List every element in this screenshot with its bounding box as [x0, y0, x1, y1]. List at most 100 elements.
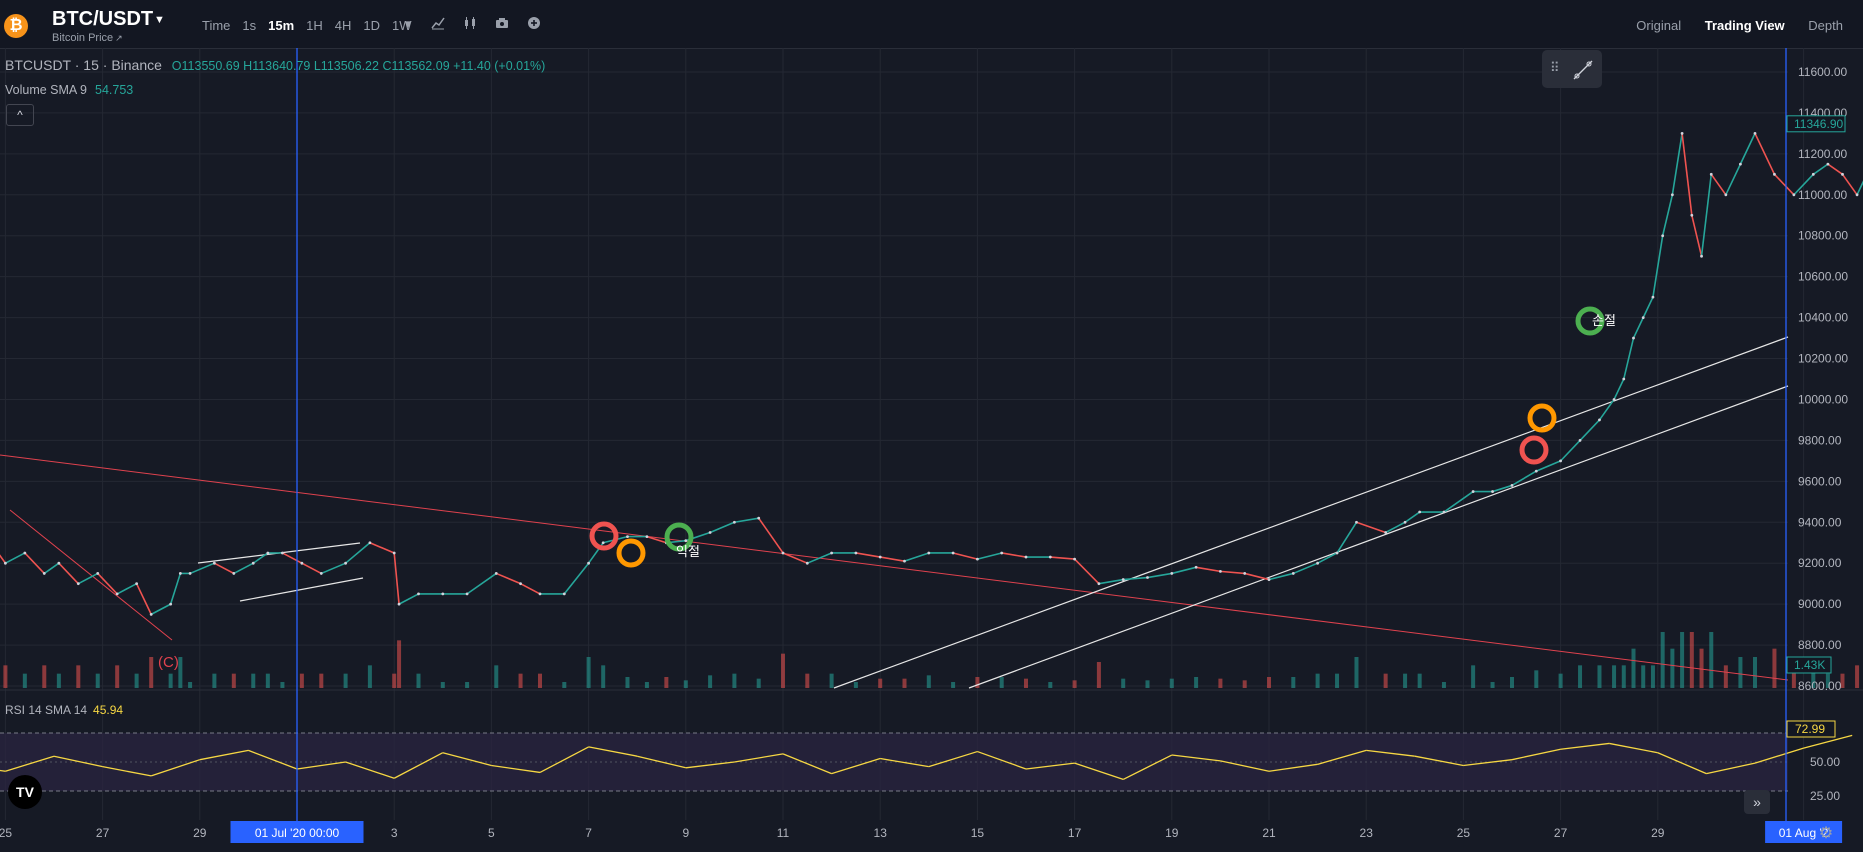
price-point-90 [1739, 162, 1742, 166]
volume-bar-57 [1145, 680, 1150, 688]
timeframe-more-icon[interactable]: ▾ [404, 16, 412, 31]
symbol-selector[interactable]: BTC/USDT [52, 8, 154, 30]
rsi-segment-10 [393, 752, 444, 779]
rsi-segment-11 [442, 752, 492, 767]
timeframe-1d[interactable]: 1D [363, 18, 381, 33]
timeframe-1s[interactable]: 1s [242, 18, 257, 33]
tab-depth[interactable]: Depth [1808, 18, 1843, 33]
price-segment-16 [214, 562, 235, 575]
rsi-segment-26 [1171, 754, 1221, 762]
price-segment-98 [1856, 180, 1863, 196]
subtitle-link[interactable]: Bitcoin Price ↗ [52, 32, 123, 44]
volume-bar-26 [416, 673, 421, 688]
y-tick-label-0: 11600.00 [1798, 65, 1847, 79]
price-point-5 [42, 572, 46, 575]
price-point-6 [57, 561, 61, 565]
rsi-segment-23 [1025, 762, 1075, 770]
price-segment-80 [1623, 337, 1635, 380]
price-point-13 [178, 572, 182, 575]
volume-bar-50 [975, 677, 980, 688]
price-point-87 [1700, 254, 1703, 258]
tradingview-logo[interactable]: TV [8, 775, 42, 809]
price-point-58 [1170, 572, 1174, 575]
price-point-43 [805, 561, 809, 565]
timeframe-1w[interactable]: 1W [392, 18, 412, 33]
price-point-40 [733, 520, 736, 524]
timeframe-time[interactable]: Time [202, 18, 231, 33]
price-point-4 [23, 551, 27, 555]
y-tick-label-12: 9200.00 [1798, 556, 1842, 570]
price-point-88 [1709, 172, 1713, 176]
volume-bar-83 [1660, 632, 1665, 688]
rsi-segment-31 [1414, 755, 1464, 767]
x-tick-label-18: 01 Aug '2 [1779, 826, 1829, 840]
price-segment-87 [1691, 215, 1703, 257]
tab-original[interactable]: Original [1636, 18, 1682, 33]
price-segment-51 [977, 552, 1002, 560]
price-point-85 [1680, 132, 1684, 135]
volume-bar-49 [951, 682, 956, 688]
timeframe-1h[interactable]: 1H [306, 18, 323, 33]
profit-marker-label: 익절 [676, 544, 700, 559]
price-point-34 [601, 541, 605, 545]
rsi-segment-16 [685, 761, 735, 769]
trendlines [0, 336, 1789, 689]
chart-type-icon[interactable] [430, 16, 446, 32]
scroll-to-latest-button[interactable]: » [1744, 790, 1770, 814]
price-segment-3 [0, 554, 7, 564]
candles-icon[interactable] [462, 16, 478, 32]
rsi-segment-28 [1268, 763, 1318, 772]
chevron-down-icon[interactable]: ▼ [154, 14, 165, 26]
collapse-legend-button[interactable]: ^ [6, 104, 34, 126]
price-point-67 [1384, 531, 1388, 534]
volume-bar-41 [756, 678, 761, 688]
camera-icon[interactable] [494, 16, 510, 32]
rsi-segment-18 [782, 753, 832, 775]
x-tick-highlight-3 [230, 821, 364, 843]
price-segment-85 [1671, 133, 1683, 195]
volume-bar-21 [319, 673, 324, 688]
volume-bar-38 [683, 680, 688, 688]
volume-badge [1786, 656, 1832, 674]
price-point-56 [1121, 578, 1125, 581]
volume-bar-34 [601, 665, 606, 688]
volume-bar-96 [1840, 673, 1845, 688]
timeframe-15m[interactable]: 15m [268, 18, 295, 33]
price-point-36 [645, 535, 649, 538]
price-point-55 [1097, 582, 1101, 586]
price-point-8 [96, 572, 100, 575]
price-point-80 [1632, 336, 1635, 340]
price-segment-25 [393, 552, 400, 605]
price-point-31 [538, 592, 542, 596]
volume-bar-19 [280, 682, 285, 688]
price-point-59 [1194, 565, 1198, 569]
volume-bar-45 [853, 682, 858, 688]
price-point-82 [1651, 295, 1655, 299]
timeframe-4h[interactable]: 4H [334, 18, 352, 33]
price-segment-22 [320, 562, 346, 575]
volume-bar-42 [781, 653, 785, 688]
price-segment-95 [1812, 163, 1829, 175]
price-point-75 [1559, 459, 1562, 463]
add-indicator-icon[interactable] [526, 16, 542, 32]
volume-bar-60 [1218, 678, 1223, 688]
tab-trading-view[interactable]: Trading View [1704, 18, 1785, 33]
price-segment-92 [1754, 133, 1776, 175]
drag-handle-icon[interactable]: ⠿ [1550, 60, 1560, 75]
price-segment-15 [189, 562, 215, 575]
volume-bar-54 [1072, 680, 1077, 688]
volume-bar-17 [251, 673, 256, 688]
grid-lines [0, 48, 1805, 820]
price-segment-50 [952, 552, 978, 560]
settings-icon[interactable]: ⚙ [1818, 825, 1834, 842]
trendline-tool-icon[interactable] [1572, 59, 1594, 81]
price-point-42 [781, 551, 785, 555]
rsi-legend: RSI 14 SMA 14 45.94 [5, 703, 123, 717]
price-segment-55 [1074, 558, 1100, 585]
rsi-segment-29 [1317, 749, 1367, 765]
rsi-segment-22 [977, 750, 1027, 770]
drawing-toolbar[interactable]: ⠿ [1542, 50, 1602, 88]
price-point-50 [976, 557, 979, 561]
price-point-84 [1670, 193, 1674, 197]
